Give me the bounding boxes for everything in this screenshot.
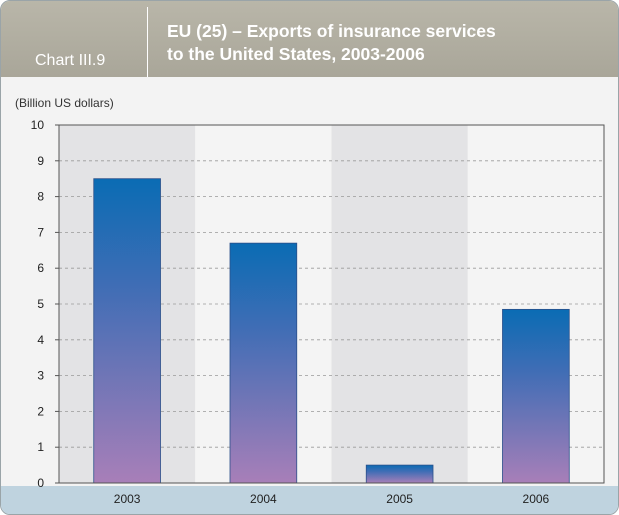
y-tick-label: 9: [37, 154, 44, 168]
x-tick-label-2004: 2004: [250, 492, 277, 506]
y-tick-label: 0: [37, 476, 44, 490]
y-tick-label: 6: [37, 261, 44, 275]
unit-label: (Billion US dollars): [15, 96, 114, 110]
chart-title-line-1: EU (25) – Exports of insurance services: [167, 21, 496, 41]
y-tick-label: 3: [37, 369, 44, 383]
bar-2006: [502, 308, 570, 484]
y-tick-label: 5: [37, 297, 44, 311]
bars: [93, 178, 570, 484]
y-tick-label: 10: [31, 118, 45, 132]
y-tick-label: 8: [37, 190, 44, 204]
bottom-band: [1, 486, 618, 514]
chart-number: Chart III.9: [35, 52, 106, 69]
chart-header: Chart III.9 EU (25) – Exports of insuran…: [1, 1, 618, 77]
x-tick-label-2003: 2003: [114, 492, 141, 506]
y-tick-label: 1: [37, 440, 44, 454]
y-tick-label: 7: [37, 225, 44, 239]
y-tick-labels: 0 1 2 3 4 5 6 7 8 9 10: [31, 118, 45, 490]
chart-title: EU (25) – Exports of insurance services …: [167, 20, 607, 66]
bar-2005: [365, 464, 434, 484]
bar-2004: [229, 242, 298, 484]
x-tick-labels: 2003 2004 2005 2006: [114, 492, 550, 506]
x-tick-label-2006: 2006: [523, 492, 550, 506]
y-tick-label: 4: [37, 333, 44, 347]
chart-title-line-2: to the United States, 2003-2006: [167, 44, 425, 64]
plot-column-bg: [331, 125, 468, 483]
header-divider: [147, 7, 148, 77]
axes: [55, 124, 605, 484]
y-tick-label: 2: [37, 404, 44, 418]
x-tick-label-2005: 2005: [386, 492, 413, 506]
bar-2003: [93, 178, 161, 484]
